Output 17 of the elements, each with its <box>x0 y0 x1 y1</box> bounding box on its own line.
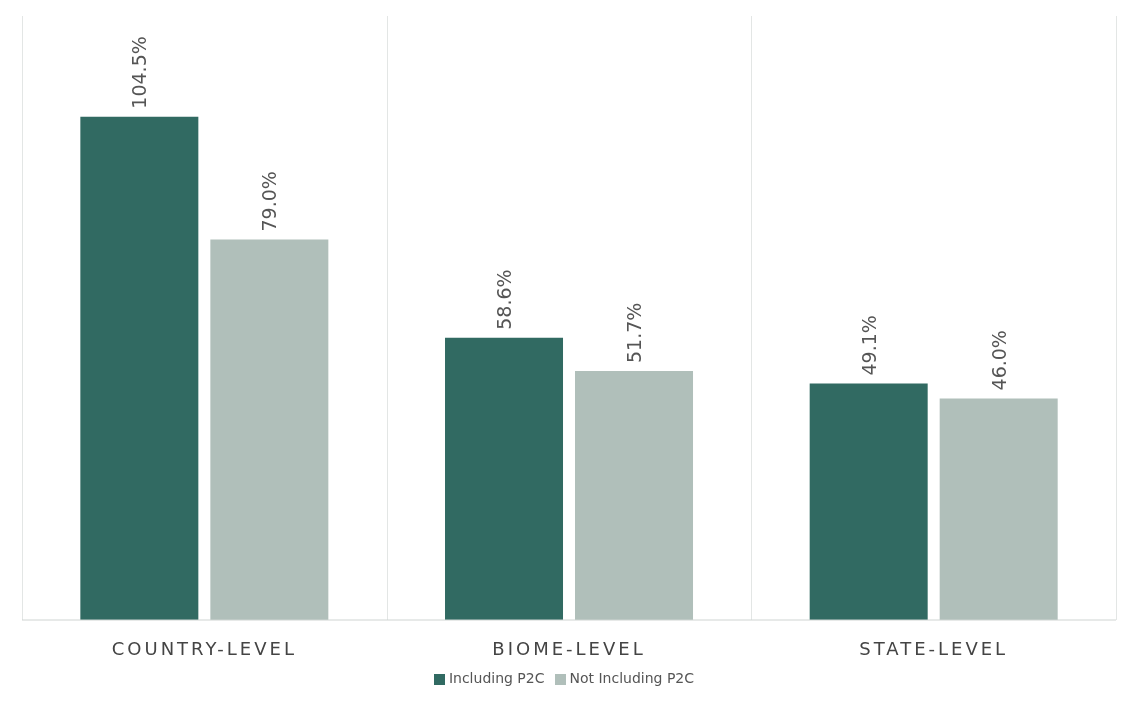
bar <box>210 239 329 620</box>
data-label: 79.0% <box>258 171 281 232</box>
data-label: 104.5% <box>128 36 151 109</box>
data-label: 49.1% <box>857 315 880 376</box>
data-label: 46.0% <box>987 330 1010 391</box>
x-tick-label: COUNTRY-LEVEL <box>111 637 297 659</box>
legend-label: Including P2C <box>448 670 545 686</box>
bar <box>575 370 694 620</box>
bar <box>939 398 1058 620</box>
bar <box>445 337 564 620</box>
bar <box>80 116 199 620</box>
x-tick-label: BIOME-LEVEL <box>492 637 646 659</box>
bar <box>809 383 928 620</box>
legend-label: Not Including P2C <box>569 670 695 686</box>
data-label: 58.6% <box>493 269 516 330</box>
x-tick-label: STATE-LEVEL <box>859 637 1009 659</box>
data-label: 51.7% <box>623 302 646 363</box>
